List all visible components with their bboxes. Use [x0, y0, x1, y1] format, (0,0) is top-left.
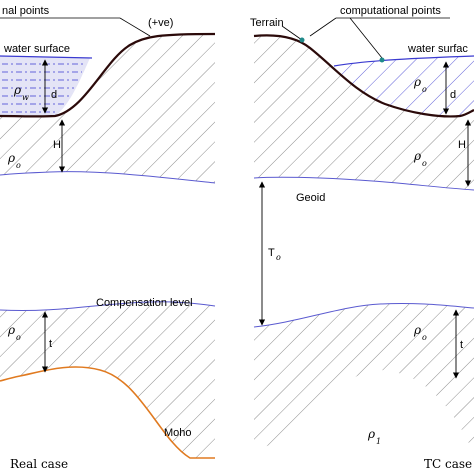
left-compensation-line	[0, 301, 216, 312]
right-rho-o-symbol: ρ	[413, 75, 421, 89]
right-geoid-line	[253, 176, 474, 191]
left-rho-o2-sub: o	[16, 333, 21, 342]
right-rho-o-sub: o	[422, 85, 427, 94]
right-terrain-pointer	[281, 25, 303, 41]
left-lower-crust	[0, 301, 215, 458]
water-dash-lines	[2, 63, 86, 113]
left-panel: nal points (+ve) water surface ρ w d H ρ…	[0, 5, 216, 471]
left-rho-o-symbol: ρ	[7, 151, 15, 165]
left-t-label: t	[49, 338, 52, 350]
left-rho-w-sub: w	[22, 93, 29, 102]
right-rho-o2-symbol: ρ	[413, 149, 421, 163]
left-rho-w-symbol: ρ	[13, 83, 21, 97]
right-lower-crust	[254, 303, 474, 454]
left-top-label: (+ve)	[148, 17, 173, 29]
right-water-surface-line	[333, 55, 474, 67]
right-rho-o3-symbol: ρ	[413, 323, 421, 337]
right-water-point	[379, 57, 385, 63]
right-upper-crust	[254, 35, 474, 191]
right-h-label: H	[458, 139, 466, 151]
right-caption: TC case	[424, 457, 472, 471]
right-to-label: T	[268, 247, 275, 259]
right-terrain-point	[299, 37, 305, 43]
left-terrain-line	[0, 32, 216, 118]
right-rho-o3-sub: o	[422, 333, 427, 342]
left-rho-o-sub: o	[16, 161, 21, 170]
right-d-label: d	[450, 89, 456, 101]
left-water-surface-line	[0, 55, 93, 59]
right-terrain-line	[253, 34, 474, 118]
left-h-label: H	[53, 139, 61, 151]
right-comp-pointer	[309, 17, 337, 37]
right-t-label: t	[460, 339, 463, 351]
left-d-label: d	[51, 89, 57, 101]
right-geoid-label: Geoid	[296, 192, 325, 204]
left-upper-crust	[0, 34, 215, 183]
right-rho-1-symbol: ρ	[367, 427, 375, 441]
left-rho-o2-symbol: ρ	[7, 323, 15, 337]
right-computational-label: computational points	[340, 5, 441, 17]
right-rho-o2-sub: o	[422, 159, 427, 168]
left-geoid-line	[0, 171, 216, 184]
right-water-body	[334, 56, 474, 117]
right-panel: Terrain computational points water surfa…	[250, 5, 474, 471]
right-compensation-line	[253, 302, 474, 328]
right-to-sub: o	[276, 253, 281, 262]
right-rho-1-sub: 1	[376, 437, 381, 446]
left-water-surface-label: water surface	[3, 43, 70, 55]
left-compensation-label: Compensation level	[96, 297, 193, 309]
left-header-label: nal points	[2, 5, 50, 17]
right-water-surface-label: water surfac	[407, 43, 468, 55]
left-moho-line	[0, 366, 215, 459]
left-header-pointer	[119, 17, 151, 37]
left-caption: Real case	[10, 457, 68, 471]
left-moho-label: Moho	[164, 427, 192, 439]
right-terrain-label: Terrain	[250, 17, 284, 29]
right-comp-pointer-2	[349, 17, 383, 59]
